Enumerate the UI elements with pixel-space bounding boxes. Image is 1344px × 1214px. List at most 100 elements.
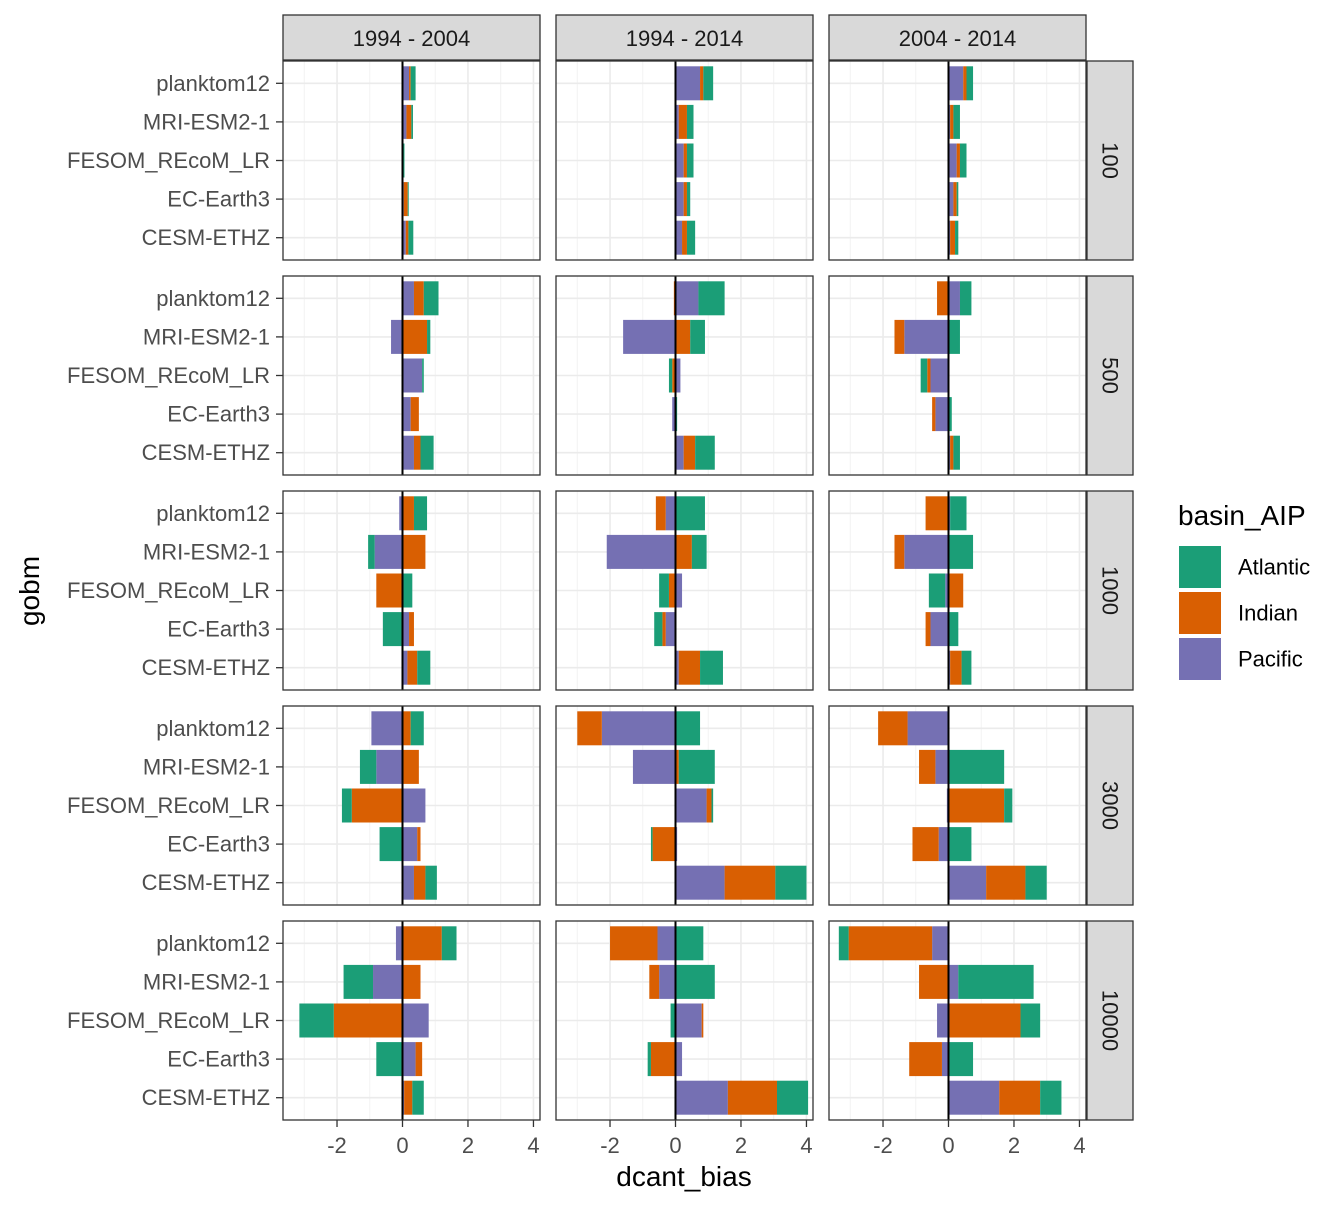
legend-title: basin_AIP [1178, 500, 1306, 531]
bar-pacific [948, 281, 959, 315]
bar-atlantic [679, 750, 715, 784]
x-tick-label: 4 [1073, 1133, 1085, 1158]
bar-atlantic [957, 182, 959, 216]
bar-atlantic [675, 965, 714, 999]
x-tick-label: 4 [800, 1133, 812, 1158]
bar-indian [999, 1081, 1040, 1115]
bar-atlantic [376, 1042, 402, 1076]
bar-atlantic [408, 182, 409, 216]
row-strip-label: 3000 [1098, 781, 1123, 830]
bar-indian [334, 1004, 403, 1038]
x-tick-label: 2 [462, 1133, 474, 1158]
col-strip-label: 1994 - 2004 [353, 26, 470, 51]
bar-pacific [675, 789, 706, 823]
y-tick-label: FESOM_REcoM_LR [67, 793, 270, 818]
bar-indian [402, 926, 441, 960]
bar-atlantic [675, 711, 700, 745]
bar-indian [679, 105, 687, 139]
row-strip-label: 500 [1098, 357, 1123, 394]
bar-pacific [657, 926, 675, 960]
bar-indian [409, 612, 414, 646]
bar-pacific [948, 66, 963, 100]
x-tick-label: 0 [942, 1133, 954, 1158]
bar-atlantic [690, 320, 705, 354]
y-tick-label: MRI-ESM2-1 [143, 539, 270, 564]
bar-pacific [675, 1004, 701, 1038]
bar-atlantic [1040, 1081, 1061, 1115]
bar-indian [577, 711, 602, 745]
bar-indian [953, 182, 956, 216]
bar-indian [414, 436, 421, 470]
col-strip-label: 2004 - 2014 [899, 26, 1016, 51]
bar-indian [406, 105, 411, 139]
bar-indian [725, 866, 776, 900]
bar-atlantic [775, 866, 806, 900]
bar-indian [402, 496, 413, 530]
bar-pacific [371, 711, 402, 745]
bar-indian [402, 965, 420, 999]
bar-indian [376, 574, 402, 608]
bar-indian [948, 1004, 1020, 1038]
bar-atlantic [411, 105, 413, 139]
y-tick-label: FESOM_REcoM_LR [67, 148, 270, 173]
bar-indian [919, 965, 948, 999]
bar-atlantic [299, 1004, 333, 1038]
bar-indian [950, 105, 953, 139]
bar-pacific [948, 1081, 999, 1115]
bar-atlantic [342, 789, 352, 823]
bar-pacific [376, 750, 402, 784]
bar-pacific [675, 866, 724, 900]
bar-atlantic [687, 182, 690, 216]
bar-atlantic [417, 651, 430, 685]
bar-atlantic [948, 827, 971, 861]
bar-indian [707, 789, 712, 823]
bar-atlantic [955, 221, 958, 255]
bar-pacific [659, 965, 675, 999]
bar-atlantic [422, 359, 424, 393]
bar-pacific [948, 144, 956, 178]
bar-indian [414, 866, 425, 900]
bar-atlantic [1004, 789, 1012, 823]
bar-atlantic [425, 866, 436, 900]
bar-indian [937, 281, 948, 315]
y-tick-label: CESM-ETHZ [142, 870, 270, 895]
bar-indian [894, 320, 904, 354]
bar-indian [932, 397, 935, 431]
bar-atlantic [962, 651, 972, 685]
bar-atlantic [948, 750, 1004, 784]
bar-atlantic [1021, 1004, 1041, 1038]
bar-indian [684, 436, 695, 470]
legend-key-pacific [1179, 638, 1221, 680]
bar-indian [702, 1004, 704, 1038]
x-tick-label: 0 [396, 1133, 408, 1158]
bar-atlantic [948, 1042, 973, 1076]
bar-pacific [666, 496, 676, 530]
x-tick-label: 2 [735, 1133, 747, 1158]
bar-indian [402, 711, 410, 745]
y-tick-label: FESOM_REcoM_LR [67, 1008, 270, 1033]
bar-indian [950, 651, 961, 685]
bar-indian [675, 535, 691, 569]
bar-atlantic [654, 612, 662, 646]
bar-atlantic [692, 535, 707, 569]
bar-indian [416, 1042, 423, 1076]
bar-pacific [402, 397, 410, 431]
bar-indian [653, 827, 676, 861]
y-tick-label: EC-Earth3 [167, 832, 270, 857]
bar-pacific [402, 359, 422, 393]
bar-pacific [602, 711, 676, 745]
bar-atlantic [839, 926, 849, 960]
y-tick-label: CESM-ETHZ [142, 1085, 270, 1110]
bar-atlantic [414, 496, 427, 530]
x-axis-title: dcant_bias [616, 1161, 751, 1192]
bar-atlantic [403, 144, 404, 178]
y-tick-label: planktom12 [156, 931, 270, 956]
bar-indian [950, 221, 955, 255]
bar-pacific [402, 827, 417, 861]
bar-atlantic [960, 144, 967, 178]
bar-atlantic [777, 1081, 808, 1115]
y-tick-label: CESM-ETHZ [142, 440, 270, 465]
bar-indian [728, 1081, 777, 1115]
